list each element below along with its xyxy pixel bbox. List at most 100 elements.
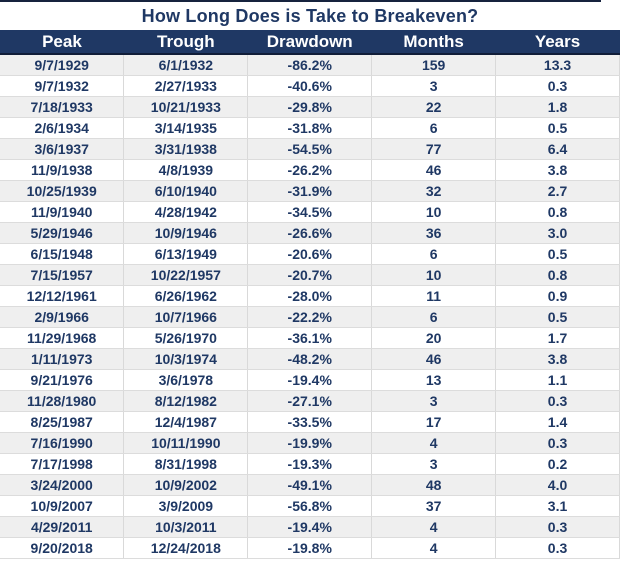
table-cell: 10/3/1974 [123,348,249,370]
table-row: 11/28/1980 8/12/1982 -27.1% 3 0.3 [0,390,620,412]
table-cell: 3 [371,75,497,97]
table-cell: 17 [371,411,497,433]
table-cell: -20.7% [247,264,373,286]
table-cell: 20 [371,327,497,349]
table-cell: 46 [371,159,497,181]
table-row: 7/16/1990 10/11/1990 -19.9% 4 0.3 [0,432,620,454]
table-cell: 3.1 [495,495,620,517]
table-cell: 6/26/1962 [123,285,249,307]
table-cell: 10/3/2011 [123,516,249,538]
table-cell: 6 [371,243,497,265]
breakeven-table: Peak Trough Drawdown Months Years 9/7/1929 6/… [0,30,620,559]
table-cell: 10/25/1939 [0,180,125,202]
table-cell: 4/28/1942 [123,201,249,223]
table-cell: 0.8 [495,264,620,286]
table-cell: 0.2 [495,453,620,475]
table-cell: 32 [371,180,497,202]
table-cell: -31.8% [247,117,373,139]
table-row: 3/6/1937 3/31/1938 -54.5% 77 6.4 [0,138,620,160]
table-cell: 2/6/1934 [0,117,125,139]
table-cell: 11/28/1980 [0,390,125,412]
table-cell: -19.4% [247,369,373,391]
table-cell: 3/24/2000 [0,474,125,496]
table-cell: 3/31/1938 [123,138,249,160]
table-cell: 10/9/2007 [0,495,125,517]
table-cell: 5/26/1970 [123,327,249,349]
table-row: 12/12/1961 6/26/1962 -28.0% 11 0.9 [0,285,620,307]
table-cell: -20.6% [247,243,373,265]
column-header-years: Years [495,30,620,55]
table-row: 7/15/1957 10/22/1957 -20.7% 10 0.8 [0,264,620,286]
table-cell: 3/6/1937 [0,138,125,160]
table-cell: 0.3 [495,75,620,97]
column-header-peak: Peak [0,30,124,55]
table-header-row: Peak Trough Drawdown Months Years [0,30,620,55]
table-cell: 9/7/1932 [0,75,125,97]
table-cell: 4.0 [495,474,620,496]
table-cell: -40.6% [247,75,373,97]
table-cell: 6/15/1948 [0,243,125,265]
table-cell: 8/31/1998 [123,453,249,475]
table-row: 9/7/1929 6/1/1932 -86.2% 159 13.3 [0,54,620,76]
page-title: How Long Does is Take to Breakeven? [141,6,479,26]
table-cell: 13 [371,369,497,391]
table-cell: -31.9% [247,180,373,202]
table-cell: 12/4/1987 [123,411,249,433]
table-cell: 5/29/1946 [0,222,125,244]
table-cell: 2.7 [495,180,620,202]
table-row: 1/11/1973 10/3/1974 -48.2% 46 3.8 [0,348,620,370]
table-cell: 7/18/1933 [0,96,125,118]
table-cell: 3.8 [495,159,620,181]
table-row: 9/21/1976 3/6/1978 -19.4% 13 1.1 [0,369,620,391]
table-cell: 1.8 [495,96,620,118]
table-row: 9/20/2018 12/24/2018 -19.8% 4 0.3 [0,537,620,559]
column-header-months: Months [371,30,496,55]
table-row: 8/25/1987 12/4/1987 -33.5% 17 1.4 [0,411,620,433]
top-border-rule [0,0,601,2]
table-cell: 4/29/2011 [0,516,125,538]
table-cell: -48.2% [247,348,373,370]
table-cell: 4 [371,537,497,559]
table-cell: 1.1 [495,369,620,391]
table-row: 2/9/1966 10/7/1966 -22.2% 6 0.5 [0,306,620,328]
table-cell: 6/1/1932 [123,54,249,76]
table-cell: 1.7 [495,327,620,349]
table-cell: 0.5 [495,117,620,139]
table-cell: -54.5% [247,138,373,160]
table-cell: 0.9 [495,285,620,307]
table-cell: -33.5% [247,411,373,433]
table-row: 3/24/2000 10/9/2002 -49.1% 48 4.0 [0,474,620,496]
table-cell: -27.1% [247,390,373,412]
table-cell: 4/8/1939 [123,159,249,181]
table-cell: -19.9% [247,432,373,454]
table-cell: 3.0 [495,222,620,244]
table-cell: -19.4% [247,516,373,538]
table-cell: 10 [371,201,497,223]
table-cell: 10/11/1990 [123,432,249,454]
column-header-drawdown: Drawdown [247,30,372,55]
table-cell: -28.0% [247,285,373,307]
table-cell: 11/9/1938 [0,159,125,181]
table-cell: 12/12/1961 [0,285,125,307]
table-cell: 4 [371,516,497,538]
table-row: 6/15/1948 6/13/1949 -20.6% 6 0.5 [0,243,620,265]
table-cell: 159 [371,54,497,76]
table-cell: 6 [371,306,497,328]
table-cell: 8/25/1987 [0,411,125,433]
table-cell: 0.3 [495,432,620,454]
table-cell: -49.1% [247,474,373,496]
table-cell: 1/11/1973 [0,348,125,370]
table-cell: -26.2% [247,159,373,181]
table-cell: -29.8% [247,96,373,118]
table-cell: -86.2% [247,54,373,76]
table-cell: 48 [371,474,497,496]
table-cell: 0.3 [495,516,620,538]
table-cell: 7/17/1998 [0,453,125,475]
table-cell: 8/12/1982 [123,390,249,412]
table-cell: 77 [371,138,497,160]
table-cell: 9/20/2018 [0,537,125,559]
table-cell: 4 [371,432,497,454]
table-row: 7/18/1933 10/21/1933 -29.8% 22 1.8 [0,96,620,118]
table-row: 2/6/1934 3/14/1935 -31.8% 6 0.5 [0,117,620,139]
table-cell: -22.2% [247,306,373,328]
